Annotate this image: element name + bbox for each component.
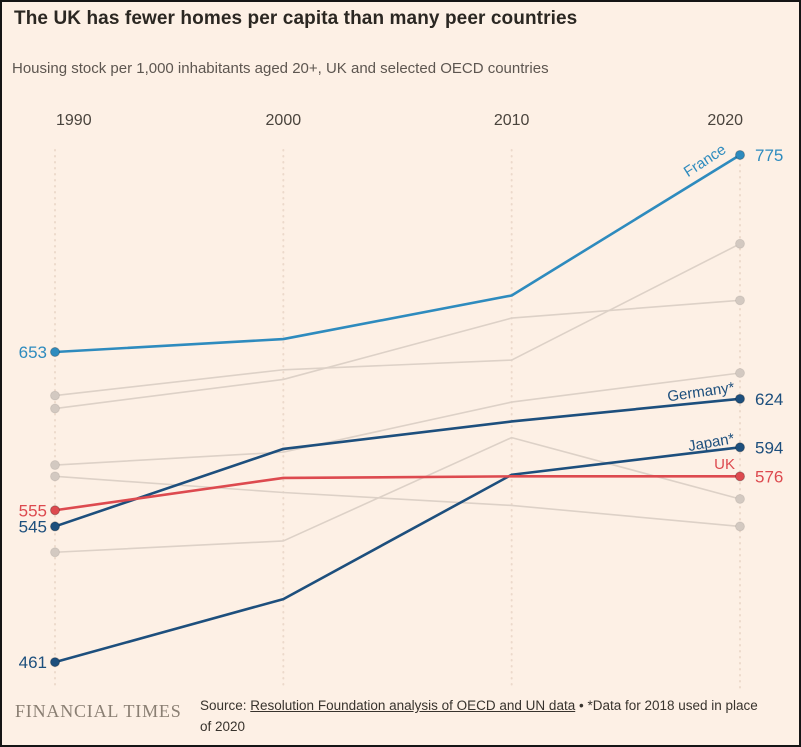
x-tick-2000: 2000 bbox=[266, 112, 302, 129]
endpoint-dot-France bbox=[735, 149, 745, 160]
source-link[interactable]: Resolution Foundation analysis of OECD a… bbox=[250, 698, 576, 713]
endpoint-dot-unlabelled bbox=[50, 547, 60, 558]
endpoint-dot-unlabelled bbox=[50, 403, 60, 414]
series-label-France: France bbox=[681, 141, 729, 181]
x-tick-2020: 2020 bbox=[707, 112, 743, 129]
x-tick-2010: 2010 bbox=[494, 112, 530, 129]
endpoint-dot-unlabelled bbox=[735, 521, 745, 532]
series-line-UK bbox=[54, 475, 740, 512]
source-prefix: Source: bbox=[200, 698, 251, 713]
series-line-Japan* bbox=[54, 445, 741, 664]
endpoint-dot-Germany* bbox=[50, 521, 60, 532]
start-value-Japan*: 461 bbox=[19, 653, 47, 672]
series-line-unlabelled bbox=[54, 475, 741, 528]
series-line-unlabelled bbox=[54, 372, 741, 466]
endpoint-dot-Germany* bbox=[735, 393, 745, 404]
series-line-France bbox=[54, 153, 741, 354]
x-tick-1990: 1990 bbox=[56, 112, 92, 129]
start-value-France: 653 bbox=[19, 343, 47, 362]
endpoint-dot-unlabelled bbox=[50, 460, 60, 471]
endpoint-dot-unlabelled bbox=[735, 295, 745, 306]
endpoint-dot-UK bbox=[50, 505, 60, 516]
chart-title: The UK has fewer homes per capita than m… bbox=[14, 8, 578, 29]
source-suffix: • *Data for 2018 used in place of 2020 bbox=[200, 698, 758, 734]
endpoint-dot-Japan* bbox=[50, 657, 60, 668]
end-value-Japan*: 594 bbox=[755, 438, 783, 457]
ft-logo: FINANCIAL TIMES bbox=[15, 701, 182, 721]
end-value-France: 775 bbox=[755, 146, 783, 165]
endpoint-dot-unlabelled bbox=[735, 367, 745, 378]
end-value-Germany*: 624 bbox=[755, 390, 783, 409]
source-note: Source: Resolution Foundation analysis o… bbox=[200, 696, 772, 738]
series-line-Germany* bbox=[54, 397, 741, 528]
end-value-UK: 576 bbox=[755, 467, 783, 486]
endpoint-dot-unlabelled bbox=[735, 238, 745, 249]
endpoint-dot-Japan* bbox=[735, 442, 745, 453]
endpoint-dot-France bbox=[50, 347, 60, 357]
series-line-unlabelled bbox=[54, 436, 741, 554]
start-value-UK: 555 bbox=[19, 501, 47, 520]
start-value-Germany*: 545 bbox=[19, 517, 47, 536]
chart-subtitle: Housing stock per 1,000 inhabitants aged… bbox=[12, 60, 549, 77]
endpoint-dot-unlabelled bbox=[50, 471, 60, 482]
endpoint-dot-UK bbox=[735, 471, 745, 482]
series-line-unlabelled bbox=[54, 243, 741, 397]
series-label-UK: UK bbox=[714, 456, 735, 473]
endpoint-dot-unlabelled bbox=[50, 390, 60, 401]
endpoint-dot-unlabelled bbox=[735, 493, 745, 504]
series-line-unlabelled bbox=[54, 299, 741, 410]
